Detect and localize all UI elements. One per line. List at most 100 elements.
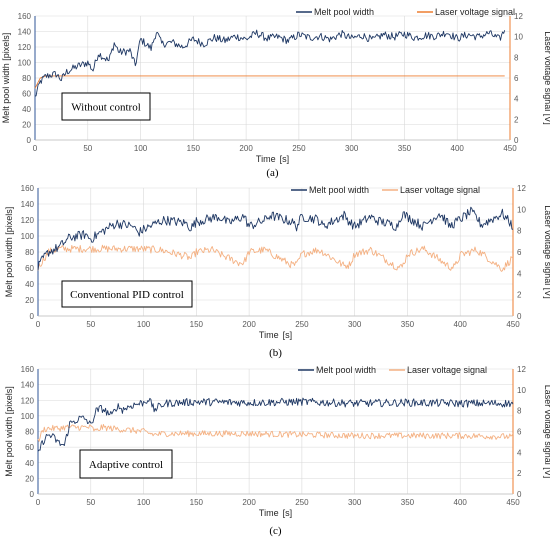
x-tick-label: 300 bbox=[348, 320, 362, 329]
x-tick-label: 450 bbox=[506, 498, 520, 507]
y-left-tick-label: 80 bbox=[22, 74, 31, 83]
y-left-tick-label: 120 bbox=[18, 43, 32, 52]
y-left-tick-label: 140 bbox=[18, 28, 32, 37]
y-right-tick-label: 10 bbox=[514, 33, 523, 42]
y-right-tick-label: 12 bbox=[514, 12, 523, 21]
y-right-tick-label: 2 bbox=[514, 115, 519, 124]
y-left-tick-label: 160 bbox=[21, 184, 35, 193]
series-line-melt-pool-width bbox=[37, 206, 514, 271]
series-line-melt-pool-width bbox=[37, 397, 514, 452]
y-right-tick-label: 2 bbox=[517, 291, 522, 300]
x-tick-label: 100 bbox=[137, 498, 151, 507]
x-tick-label: 50 bbox=[83, 144, 92, 153]
y-left-tick-label: 20 bbox=[22, 121, 31, 130]
y-left-tick-label: 0 bbox=[30, 312, 35, 321]
y-right-tick-label: 4 bbox=[514, 95, 519, 104]
legend-label: Laser voltage signal bbox=[435, 7, 515, 17]
y-left-tick-label: 40 bbox=[25, 459, 34, 468]
x-tick-label: 450 bbox=[506, 320, 520, 329]
x-tick-label: 100 bbox=[134, 144, 148, 153]
y-right-tick-label: 10 bbox=[517, 205, 526, 214]
x-axis-label: Time [s] bbox=[256, 154, 289, 164]
y-left-tick-label: 0 bbox=[27, 136, 32, 145]
y-left-tick-label: 80 bbox=[25, 428, 34, 437]
y-right-tick-label: 10 bbox=[517, 386, 526, 395]
x-tick-label: 300 bbox=[348, 498, 362, 507]
y-right-tick-label: 8 bbox=[514, 53, 519, 62]
x-tick-label: 50 bbox=[86, 498, 95, 507]
y-right-tick-label: 0 bbox=[517, 490, 522, 499]
x-tick-label: 450 bbox=[503, 144, 517, 153]
legend-label: Melt pool width bbox=[316, 365, 376, 375]
y-right-axis-label: Laser voltage signal [V] bbox=[543, 385, 550, 479]
x-tick-label: 0 bbox=[36, 320, 41, 329]
x-tick-label: 150 bbox=[190, 320, 204, 329]
y-left-tick-label: 100 bbox=[21, 232, 35, 241]
y-left-tick-label: 60 bbox=[25, 443, 34, 452]
y-right-tick-label: 0 bbox=[517, 312, 522, 321]
y-left-tick-label: 40 bbox=[25, 280, 34, 289]
y-right-tick-label: 6 bbox=[514, 74, 519, 83]
x-tick-label: 350 bbox=[401, 320, 415, 329]
y-left-tick-label: 20 bbox=[25, 474, 34, 483]
annotation-text: Adaptive control bbox=[89, 459, 163, 471]
x-axis-label: Time [s] bbox=[259, 508, 292, 518]
x-tick-label: 0 bbox=[33, 144, 38, 153]
x-axis-label: Time [s] bbox=[259, 330, 292, 340]
panel-caption: (b) bbox=[269, 347, 282, 359]
y-left-tick-label: 60 bbox=[25, 264, 34, 273]
x-tick-label: 400 bbox=[451, 144, 465, 153]
x-tick-label: 350 bbox=[401, 498, 415, 507]
y-left-tick-label: 160 bbox=[21, 365, 35, 374]
y-left-tick-label: 100 bbox=[21, 412, 35, 421]
y-right-tick-label: 6 bbox=[517, 428, 522, 437]
y-left-tick-label: 160 bbox=[18, 12, 32, 21]
y-right-tick-label: 8 bbox=[517, 407, 522, 416]
y-left-tick-label: 140 bbox=[21, 381, 35, 390]
series-line-laser-voltage-signal bbox=[37, 423, 514, 442]
x-tick-label: 200 bbox=[239, 144, 253, 153]
y-left-tick-label: 100 bbox=[18, 59, 32, 68]
legend-label: Melt pool width bbox=[309, 185, 369, 195]
x-tick-label: 400 bbox=[454, 320, 468, 329]
y-left-axis-label: Melt pool width [pixels] bbox=[4, 386, 14, 477]
y-left-tick-label: 20 bbox=[25, 296, 34, 305]
annotation-box bbox=[61, 280, 193, 308]
y-right-tick-label: 0 bbox=[514, 136, 519, 145]
y-left-tick-label: 0 bbox=[30, 490, 35, 499]
y-right-tick-label: 8 bbox=[517, 227, 522, 236]
y-left-axis-label: Melt pool width [pixels] bbox=[1, 33, 11, 124]
y-right-tick-label: 12 bbox=[517, 365, 526, 374]
y-left-axis-label: Melt pool width [pixels] bbox=[4, 207, 14, 298]
y-left-tick-label: 120 bbox=[21, 216, 35, 225]
y-right-axis-label: Laser voltage signal [V] bbox=[543, 205, 550, 299]
y-right-tick-label: 12 bbox=[517, 184, 526, 193]
y-right-tick-label: 4 bbox=[517, 269, 522, 278]
x-tick-label: 300 bbox=[345, 144, 359, 153]
x-tick-label: 150 bbox=[190, 498, 204, 507]
series-line-laser-voltage-signal bbox=[37, 244, 514, 272]
x-tick-label: 0 bbox=[36, 498, 41, 507]
annotation-box bbox=[61, 92, 151, 121]
legend-label: Melt pool width bbox=[314, 7, 374, 17]
y-left-tick-label: 120 bbox=[21, 396, 35, 405]
x-tick-label: 150 bbox=[187, 144, 201, 153]
x-tick-label: 200 bbox=[242, 498, 256, 507]
panel-caption: (c) bbox=[269, 525, 282, 537]
x-tick-label: 200 bbox=[242, 320, 256, 329]
y-left-tick-label: 80 bbox=[25, 248, 34, 257]
y-right-tick-label: 4 bbox=[517, 448, 522, 457]
y-left-tick-label: 140 bbox=[21, 200, 35, 209]
annotation-box bbox=[79, 449, 173, 479]
y-left-tick-label: 40 bbox=[22, 105, 31, 114]
x-tick-label: 50 bbox=[86, 320, 95, 329]
annotation-text: Without control bbox=[71, 102, 141, 114]
y-right-tick-label: 2 bbox=[517, 469, 522, 478]
y-right-axis-label: Laser voltage signal [V] bbox=[543, 31, 550, 125]
x-tick-label: 350 bbox=[398, 144, 412, 153]
series-line-melt-pool-width bbox=[34, 29, 506, 97]
